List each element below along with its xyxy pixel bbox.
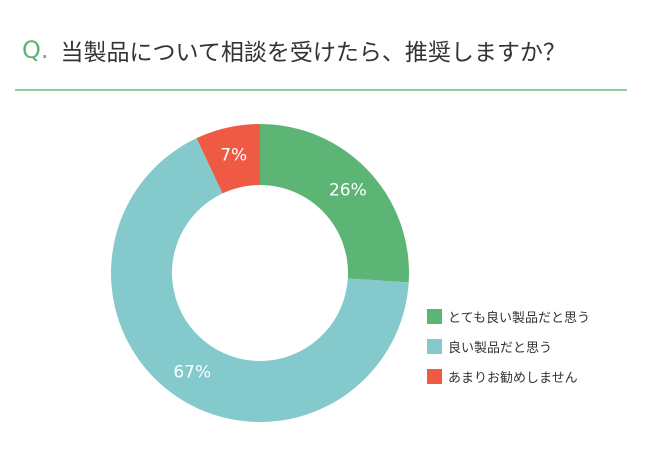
chart-legend: とても良い製品だと思う 良い製品だと思うあまりお勧めしません xyxy=(427,306,590,396)
legend-label: 良い製品だと思う xyxy=(448,341,553,356)
legend-item-3: あまりお勧めしません xyxy=(427,366,590,387)
slice-value-label-1: 26% xyxy=(329,181,367,201)
legend-item-1: とても良い製品だと思う xyxy=(427,306,590,327)
question-header: Q. 当製品について相談を受けたら、推奨しますか？ xyxy=(22,30,566,70)
header-divider xyxy=(15,89,627,91)
slice-value-label-3: 7% xyxy=(220,145,247,165)
donut-slice-2 xyxy=(111,138,409,422)
legend-item-2: 良い製品だと思う xyxy=(427,336,590,357)
slice-value-label-2: 67% xyxy=(173,363,211,383)
donut-slice-1 xyxy=(260,124,409,283)
legend-swatch xyxy=(427,369,442,384)
legend-label: あまりお勧めしません xyxy=(448,371,578,386)
legend-swatch xyxy=(427,309,442,324)
donut-slice-3 xyxy=(196,124,260,194)
question-mark: Q. xyxy=(22,36,49,64)
legend-label: とても良い製品だと思う xyxy=(448,311,590,326)
legend-swatch xyxy=(427,339,442,354)
question-title: 当製品について相談を受けたら、推奨しますか？ xyxy=(60,40,566,66)
